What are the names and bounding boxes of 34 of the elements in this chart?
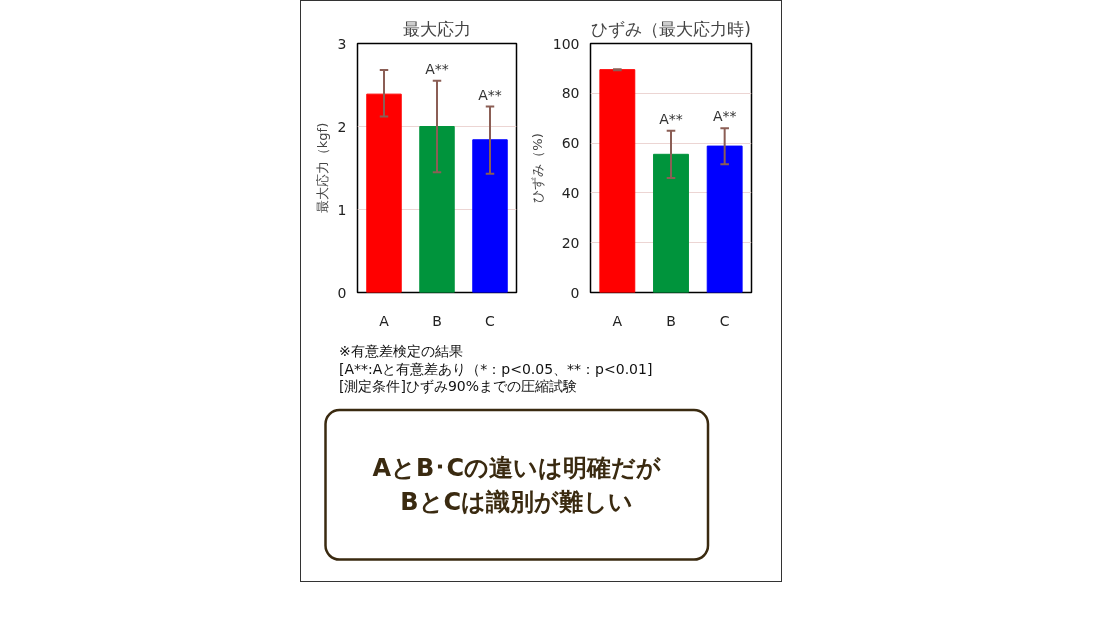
bar [599,69,636,293]
text: AとB･Cの違いは明確だが BとCは識別が難しい [372,453,661,517]
x-tick-label: B [666,312,676,329]
y-axis-title: ひずみ（%) [529,133,545,203]
chart-title: ひずみ（最大応力時) [591,18,751,39]
x-tick-label: A [612,312,623,329]
x-tick-label: B [432,312,442,329]
bar [366,93,402,293]
y-tick-label: 3 [337,35,347,52]
y-tick-label: 80 [561,85,580,102]
text: ※有意差検定の結果 [339,343,463,360]
bar [653,153,689,293]
x-tick-label: C [485,312,496,329]
y-tick-label: 20 [561,234,580,251]
y-axis-title: 最大応力（kgf) [314,122,330,214]
x-tick-label: A [379,312,390,329]
y-tick-label: 0 [570,284,580,301]
chart-title: 最大応力 [403,18,471,39]
y-tick-label: 100 [552,35,580,52]
annotation: A** [659,110,683,127]
y-tick-label: 60 [561,135,580,152]
annotation: A** [712,108,737,125]
y-tick-label: 40 [561,184,580,201]
annotation: A** [425,60,449,77]
bar [472,139,508,293]
y-tick-label: 1 [337,201,347,218]
y-tick-label: 0 [337,284,347,301]
bar [706,145,743,293]
annotation: A** [478,86,502,103]
text: [A**:Aと有意差あり（*：p<0.05、**：p<0.01] [339,360,653,377]
bar [419,126,455,293]
text: [測定条件]ひずみ90%までの圧縮試験 [339,377,578,394]
y-tick-label: 2 [337,118,347,135]
x-tick-label: C [719,312,730,329]
